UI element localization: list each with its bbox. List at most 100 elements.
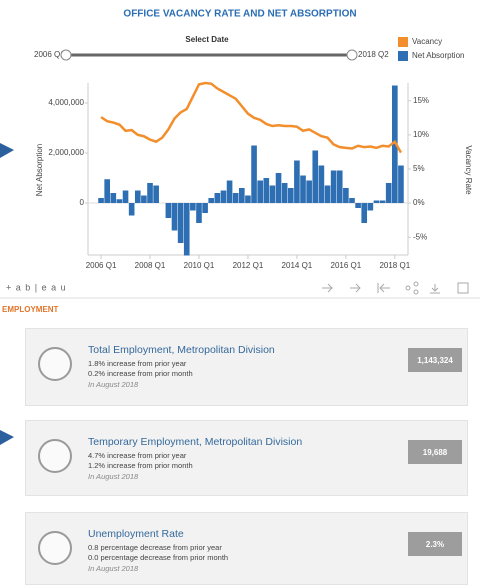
- bar: [153, 185, 159, 203]
- card-value: 2.3%: [408, 532, 462, 556]
- kpi-card: Unemployment Rate 0.8 percentage decrease…: [25, 512, 468, 585]
- y2-tick-label: 0%: [413, 198, 425, 207]
- x-tick-label: 2006 Q1: [86, 261, 117, 270]
- range-start: 2006 Q1: [34, 50, 65, 59]
- legend-label: Vacancy: [412, 37, 442, 46]
- card-value: 1,143,324: [408, 348, 462, 372]
- toolbar-icons[interactable]: [322, 281, 469, 295]
- bar: [275, 173, 282, 203]
- bar: [104, 179, 110, 203]
- card-line2: 1.2% increase from prior month: [88, 461, 193, 470]
- bar: [263, 178, 270, 203]
- bar: [128, 203, 135, 216]
- bar: [349, 198, 355, 203]
- bar: [147, 183, 153, 203]
- bar: [165, 203, 172, 218]
- line: [100, 81, 403, 154]
- bar: [343, 188, 349, 203]
- bar: [318, 165, 325, 203]
- card-line1: 1.8% increase from prior year: [88, 359, 187, 368]
- card-title: Total Employment, Metropolitan Division: [88, 344, 275, 356]
- pointer-arrow: [0, 143, 14, 158]
- bar: [379, 200, 386, 203]
- pointer: [0, 430, 14, 445]
- slider-handle[interactable]: [346, 49, 358, 61]
- x-tick-label: 2012 Q1: [233, 261, 264, 270]
- legend-swatch: [398, 37, 408, 47]
- filter-label: Select Date: [185, 35, 229, 44]
- y2-tick-label: 5%: [413, 164, 425, 173]
- y2-tick-label: -5%: [413, 232, 427, 241]
- card-line2: 0.2% increase from prior month: [88, 369, 193, 378]
- card-value: 19,688: [408, 440, 462, 464]
- bar: [336, 170, 343, 203]
- x-tick-label: 2008 Q1: [135, 261, 166, 270]
- bar: [116, 199, 123, 203]
- tableau-logo[interactable]: + a b | e a u: [6, 282, 67, 292]
- bar: [196, 203, 202, 223]
- bar: [306, 180, 312, 203]
- y2-axis-title: Vacancy Rate: [464, 145, 473, 195]
- bar: [312, 150, 319, 203]
- range-end: 2018 Q2: [358, 50, 389, 59]
- kpi-card: Total Employment, Metropolitan Division 1…: [25, 328, 468, 406]
- slider-handle[interactable]: [60, 49, 72, 61]
- bar: [398, 165, 404, 203]
- bar: [202, 203, 208, 213]
- section-title: EMPLOYMENT: [2, 305, 59, 314]
- bar: [245, 195, 251, 203]
- bar: [373, 200, 380, 203]
- bar: [141, 195, 147, 203]
- bar: [232, 193, 239, 203]
- bar: [134, 190, 141, 203]
- bar: [300, 175, 306, 203]
- legend-swatch: [398, 51, 408, 61]
- bar: [367, 203, 374, 211]
- bar: [110, 193, 117, 203]
- card-date: In August 2018: [88, 472, 139, 481]
- status-circle: [38, 347, 72, 381]
- status-circle: [38, 531, 72, 565]
- bar: [294, 160, 300, 203]
- y2-tick-label: 15%: [413, 96, 429, 105]
- x-tick-label: 2014 Q1: [282, 261, 313, 270]
- bar: [122, 190, 129, 203]
- bar: [355, 203, 361, 208]
- x-tick-label: 2010 Q1: [184, 261, 215, 270]
- bar: [361, 203, 368, 223]
- bar: [330, 170, 337, 203]
- bar: [269, 185, 276, 203]
- chart-title: OFFICE VACANCY RATE AND NET ABSORPTION: [123, 9, 356, 20]
- bar: [287, 188, 294, 203]
- x-tick-label: 2016 Q1: [331, 261, 362, 270]
- card-title: Temporary Employment, Metropolitan Divis…: [88, 436, 303, 448]
- bar: [324, 185, 331, 203]
- card-title: Unemployment Rate: [88, 528, 184, 540]
- card-line1: 4.7% increase from prior year: [88, 451, 187, 460]
- bar: [257, 180, 263, 203]
- bar: [183, 203, 190, 256]
- kpi-card: Temporary Employment, Metropolitan Divis…: [25, 420, 468, 496]
- y-tick-label: 0: [80, 198, 85, 207]
- bar: [98, 198, 104, 203]
- bar: [281, 183, 288, 203]
- chart: OFFICE VACANCY RATE AND NET ABSORPTION S…: [0, 9, 480, 299]
- pointer-arrow: [0, 430, 14, 445]
- card-date: In August 2018: [88, 380, 139, 389]
- status-circle: [38, 439, 72, 473]
- bar: [190, 203, 196, 211]
- x-tick-label: 2018 Q1: [379, 261, 410, 270]
- bar: [177, 203, 184, 243]
- y-axis-title: Net Absorption: [35, 144, 44, 196]
- y-tick-label: 2,000,000: [48, 148, 84, 157]
- card-line2: 0.0 percentage decrease from prior month: [88, 553, 229, 562]
- y2-tick-label: 10%: [413, 130, 429, 139]
- bar: [208, 198, 215, 203]
- bar: [220, 190, 227, 203]
- bar: [226, 180, 233, 203]
- legend-label: Net Absorption: [412, 51, 464, 60]
- bar: [214, 193, 221, 203]
- bar: [251, 145, 257, 203]
- bar: [239, 188, 245, 203]
